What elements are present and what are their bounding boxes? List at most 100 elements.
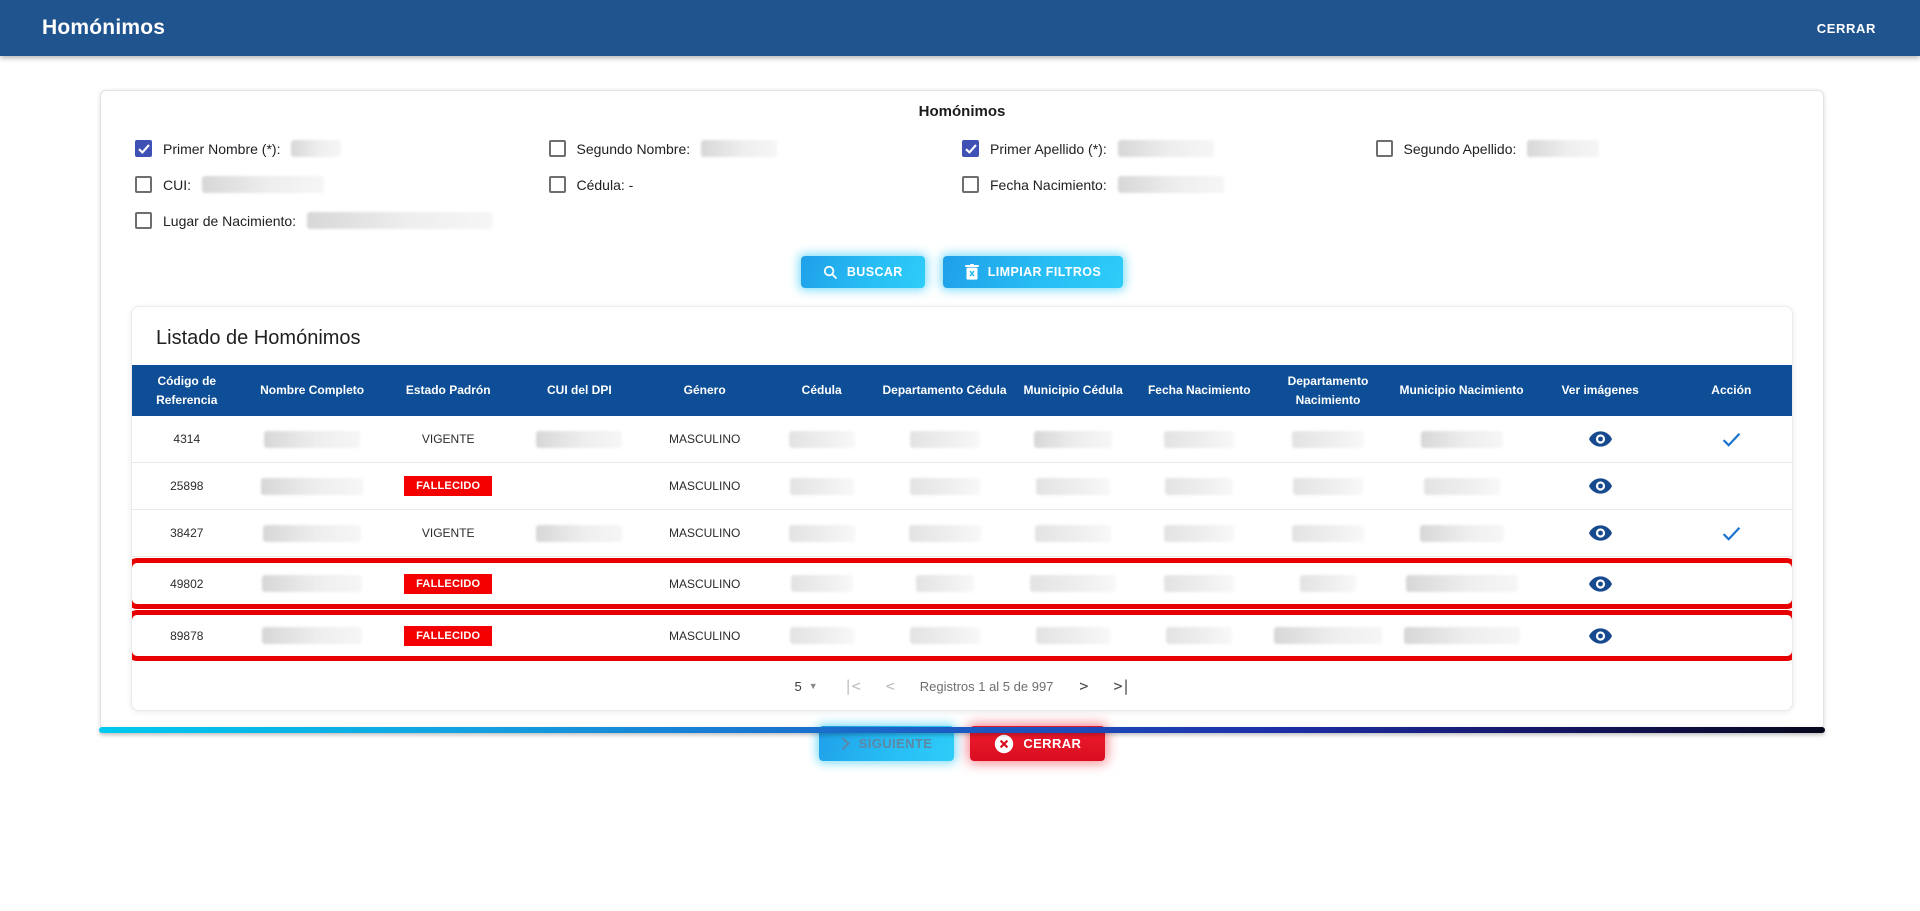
siguiente-label: SIGUIENTE xyxy=(859,736,933,751)
redacted-value xyxy=(264,431,360,448)
action-check-icon[interactable] xyxy=(1722,432,1741,447)
col-municipio-nacimiento: Municipio Nacimiento xyxy=(1394,374,1530,407)
cell-genero: MASCULINO xyxy=(645,573,765,595)
pagination-label: Registros 1 al 5 de 997 xyxy=(920,679,1054,694)
redacted-value xyxy=(1292,431,1364,448)
last-page-button[interactable]: >| xyxy=(1113,677,1129,695)
redacted-value xyxy=(1292,525,1364,542)
page-size-select[interactable]: 5 ▼ xyxy=(794,679,817,694)
col-nombre-completo: Nombre Completo xyxy=(242,374,383,407)
col-genero: Género xyxy=(645,374,765,407)
redacted-value xyxy=(790,627,854,644)
redacted-value xyxy=(1424,478,1500,495)
redacted-value xyxy=(790,478,854,495)
filter-label: Fecha Nacimiento: xyxy=(990,177,1107,193)
estado-vigente: VIGENTE xyxy=(422,432,475,446)
limpiar-filtros-button[interactable]: LIMPIAR FILTROS xyxy=(943,256,1123,288)
estado-vigente: VIGENTE xyxy=(422,526,475,540)
redacted-value xyxy=(909,525,981,542)
cell-codigo: 49802 xyxy=(132,573,242,595)
redacted-value xyxy=(910,431,980,448)
redacted-value xyxy=(291,140,341,157)
redacted-value xyxy=(1165,478,1233,495)
redacted-value xyxy=(789,525,855,542)
chevron-down-icon: ▼ xyxy=(809,681,818,691)
topbar-close-button[interactable]: CERRAR xyxy=(1817,21,1876,36)
col-estado-padron: Estado Padrón xyxy=(383,374,514,407)
close-circle-icon xyxy=(994,734,1014,754)
check-icon xyxy=(138,144,150,154)
primer-apellido-checkbox[interactable] xyxy=(962,140,979,157)
redacted-value xyxy=(701,140,777,157)
col-cedula: Cédula xyxy=(764,374,879,407)
redacted-value xyxy=(307,212,493,229)
eye-icon[interactable] xyxy=(1589,431,1612,447)
pagination: 5 ▼ |< < Registros 1 al 5 de 997 > >| xyxy=(132,662,1792,710)
eye-icon[interactable] xyxy=(1589,576,1612,592)
redacted-value xyxy=(1118,176,1224,193)
filter-label: CUI: xyxy=(163,177,191,193)
filter-primer-nombre: Primer Nombre (*): xyxy=(135,140,549,157)
col-municipio-cedula: Municipio Cédula xyxy=(1010,374,1136,407)
action-check-icon[interactable] xyxy=(1722,526,1741,541)
redacted-value xyxy=(1034,431,1112,448)
filter-label: Primer Apellido (*): xyxy=(990,141,1107,157)
table-row: 4314 VIGENTE MASCULINO xyxy=(132,416,1792,463)
redacted-value xyxy=(263,525,361,542)
redacted-value xyxy=(1404,627,1520,644)
redacted-value xyxy=(1164,525,1234,542)
page-size-value: 5 xyxy=(794,679,801,694)
filter-label: Cédula: - xyxy=(577,177,634,193)
prev-page-button[interactable]: < xyxy=(886,677,894,695)
homonimos-panel: Homónimos Primer Nombre (*): Segundo Nom… xyxy=(100,90,1824,730)
redacted-value xyxy=(1293,478,1363,495)
lugar-nacimiento-checkbox[interactable] xyxy=(135,212,152,229)
cedula-checkbox[interactable] xyxy=(549,176,566,193)
primer-nombre-checkbox[interactable] xyxy=(135,140,152,157)
estado-fallecido-badge: FALLECIDO xyxy=(404,476,492,496)
filter-label: Segundo Nombre: xyxy=(577,141,691,157)
redacted-value xyxy=(789,431,855,448)
redacted-value xyxy=(262,575,362,592)
redacted-value xyxy=(1035,525,1111,542)
redacted-value xyxy=(910,478,980,495)
filter-segundo-apellido: Segundo Apellido: xyxy=(1376,140,1790,157)
table-row-highlighted: 89878 FALLECIDO MASCULINO xyxy=(131,610,1793,661)
redacted-value xyxy=(1300,575,1356,592)
fecha-nacimiento-checkbox[interactable] xyxy=(962,176,979,193)
filter-label: Lugar de Nacimiento: xyxy=(163,213,296,229)
redacted-value xyxy=(1274,627,1382,644)
top-bar: Homónimos CERRAR xyxy=(0,0,1920,56)
filter-fecha-nacimiento: Fecha Nacimiento: xyxy=(962,176,1376,193)
col-accion: Acción xyxy=(1671,374,1792,407)
redacted-value xyxy=(202,176,324,193)
chevron-right-icon xyxy=(841,737,850,750)
segundo-apellido-checkbox[interactable] xyxy=(1376,140,1393,157)
cui-checkbox[interactable] xyxy=(135,176,152,193)
filter-segundo-nombre: Segundo Nombre: xyxy=(549,140,963,157)
redacted-value xyxy=(1421,431,1503,448)
eye-icon[interactable] xyxy=(1589,525,1612,541)
col-ver-imagenes: Ver imágenes xyxy=(1530,374,1671,407)
redacted-value xyxy=(1164,575,1234,592)
eye-icon[interactable] xyxy=(1589,628,1612,644)
redacted-value xyxy=(1420,525,1504,542)
eye-icon[interactable] xyxy=(1589,478,1612,494)
cell-codigo: 89878 xyxy=(132,625,242,647)
first-page-button[interactable]: |< xyxy=(844,677,860,695)
listado-card: Listado de Homónimos Código de Referenci… xyxy=(131,306,1793,711)
table-header-row: Código de Referencia Nombre Completo Est… xyxy=(132,365,1792,416)
filter-form: Primer Nombre (*): Segundo Nombre: Prime… xyxy=(101,120,1823,229)
segundo-nombre-checkbox[interactable] xyxy=(549,140,566,157)
redacted-value xyxy=(1527,140,1599,157)
filter-cedula: Cédula: - xyxy=(549,176,963,193)
filter-cui: CUI: xyxy=(135,176,549,193)
homonimos-table: Código de Referencia Nombre Completo Est… xyxy=(132,365,1792,661)
redacted-value xyxy=(1036,478,1110,495)
redacted-value xyxy=(1406,575,1518,592)
redacted-value xyxy=(1036,627,1110,644)
buscar-button[interactable]: BUSCAR xyxy=(801,256,925,288)
redacted-value xyxy=(262,627,362,644)
redacted-value xyxy=(261,478,363,495)
next-page-button[interactable]: > xyxy=(1079,677,1087,695)
